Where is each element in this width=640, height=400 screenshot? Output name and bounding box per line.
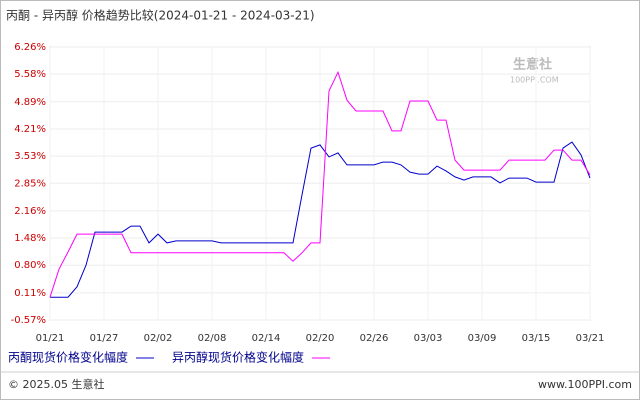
x-tick-label: 02/02 xyxy=(144,333,173,344)
y-tick-label: 4.21% xyxy=(14,124,46,135)
watermark: 生意社 xyxy=(513,57,552,73)
footer-left: © 2025.05 生意社 xyxy=(8,377,104,391)
series-line xyxy=(49,70,591,298)
y-tick-label: 2.85% xyxy=(14,178,46,189)
x-tick-label: 03/09 xyxy=(468,333,497,344)
legend-label: 异丙醇现货价格变化幅度 xyxy=(172,350,304,365)
y-tick-label: 1.48% xyxy=(14,233,46,244)
y-tick-label: 2.16% xyxy=(14,206,46,217)
x-tick-label: 03/15 xyxy=(522,333,551,344)
y-tick-label: 5.58% xyxy=(14,69,46,80)
y-tick-label: 3.53% xyxy=(14,151,46,162)
x-tick-label: 02/26 xyxy=(360,333,389,344)
y-tick-label: -0.57% xyxy=(11,315,46,326)
series-line xyxy=(50,141,591,298)
y-tick-label: 0.80% xyxy=(14,260,46,271)
chart-title: 丙酮 - 异丙醇 价格趋势比较(2024-01-21 - 2024-03-21) xyxy=(6,8,315,23)
x-tick-label: 02/14 xyxy=(252,333,281,344)
x-tick-label: 01/21 xyxy=(36,333,65,344)
legend-label: 丙酮现货价格变化幅度 xyxy=(8,350,128,365)
footer-right: www.100PPI.com xyxy=(538,378,632,391)
x-tick-label: 03/03 xyxy=(414,333,443,344)
x-tick-label: 03/21 xyxy=(576,333,605,344)
y-tick-label: 4.89% xyxy=(14,97,46,108)
x-tick-label: 02/08 xyxy=(198,333,227,344)
x-tick-label: 01/27 xyxy=(90,333,119,344)
x-tick-label: 02/20 xyxy=(306,333,335,344)
y-tick-label: 6.26% xyxy=(14,42,46,53)
y-tick-label: 0.11% xyxy=(14,288,46,299)
watermark-url: 100PPI.COM xyxy=(510,76,559,85)
